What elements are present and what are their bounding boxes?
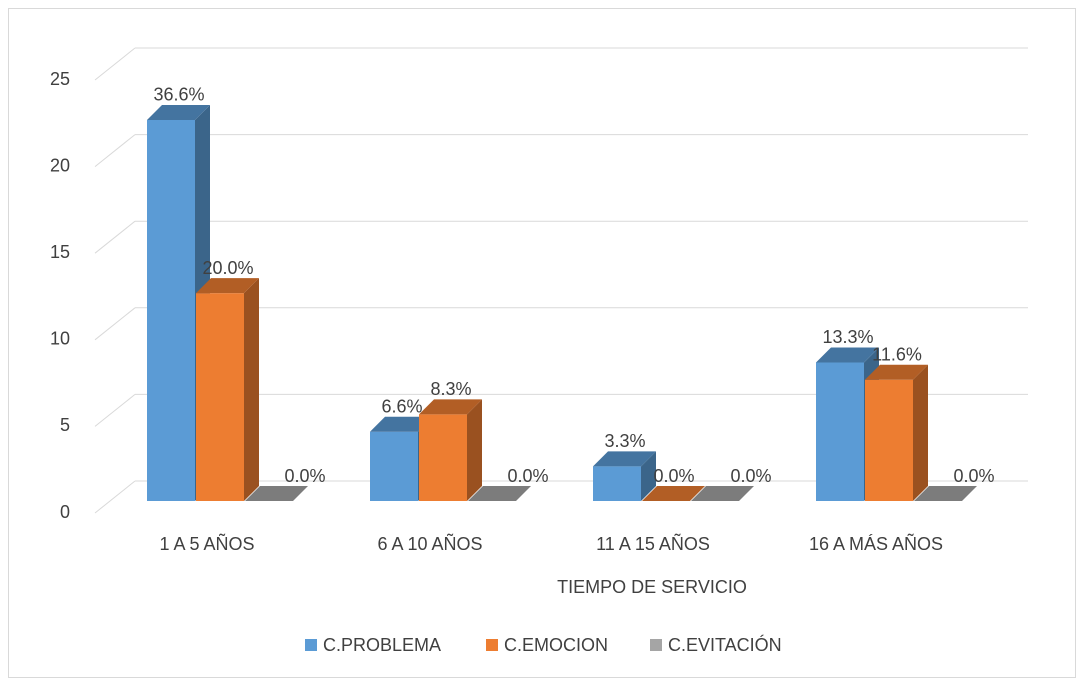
y-tick-label: 5 [60,415,70,435]
grid-line [94,394,136,427]
grid-line [94,480,136,514]
bar-front [370,431,418,501]
bar-top [865,364,928,380]
x-tick-label: 1 A 5 AÑOS [159,533,254,554]
bar-top [147,104,210,120]
legend-swatch [650,639,662,651]
x-tick-label: 11 A 15 AÑOS [596,533,710,554]
value-label: 6.6% [381,396,422,416]
value-label: 11.6% [872,345,922,365]
grid-line [94,47,136,81]
value-label: 0.0% [953,466,994,486]
value-label: 0.0% [730,466,771,486]
legend-label: C.PROBLEMA [323,635,441,655]
value-label: 0.0% [653,466,694,486]
bar-front [816,362,864,501]
bar-top [468,486,531,501]
bar-side [244,278,259,501]
bar-top [816,347,879,363]
grid-line [94,220,136,254]
y-tick-label: 25 [50,69,70,89]
legend-label: C.EMOCION [504,635,608,655]
x-tick-label: 16 A MÁS AÑOS [809,533,943,554]
bar-top [370,416,433,432]
legend-swatch [305,639,317,651]
legend-label: C.EVITACIÓN [668,634,782,655]
value-label: 13.3% [822,327,873,347]
grid-line [94,307,136,341]
bar-top [419,399,482,415]
bar-front [419,414,467,501]
bar-top [196,278,259,294]
value-label: 8.3% [430,379,471,399]
bar-top [593,451,656,467]
value-label: 0.0% [507,466,548,486]
y-tick-label: 20 [50,155,70,175]
value-label: 3.3% [604,431,645,451]
bar-side [467,399,482,501]
x-axis-title: TIEMPO DE SERVICIO [557,577,747,597]
bar-front [593,466,641,501]
value-label: 36.6% [153,85,204,105]
bar-top [245,486,308,501]
bar-top [642,486,705,501]
value-label: 0.0% [284,466,325,486]
legend-swatch [486,639,498,651]
y-tick-label: 0 [60,502,70,522]
bar-side [641,451,656,501]
bar-top [691,486,754,501]
value-label: 20.0% [202,258,253,278]
bar-front [147,119,195,502]
y-tick-label: 15 [50,242,70,262]
chart-frame [8,8,1076,678]
y-tick-label: 10 [50,329,70,349]
grid-line [94,134,136,167]
x-tick-label: 6 A 10 AÑOS [377,533,482,554]
bar-front [865,379,913,501]
bar-front [196,293,244,501]
bar-side [913,364,928,501]
bar-top [914,486,977,501]
